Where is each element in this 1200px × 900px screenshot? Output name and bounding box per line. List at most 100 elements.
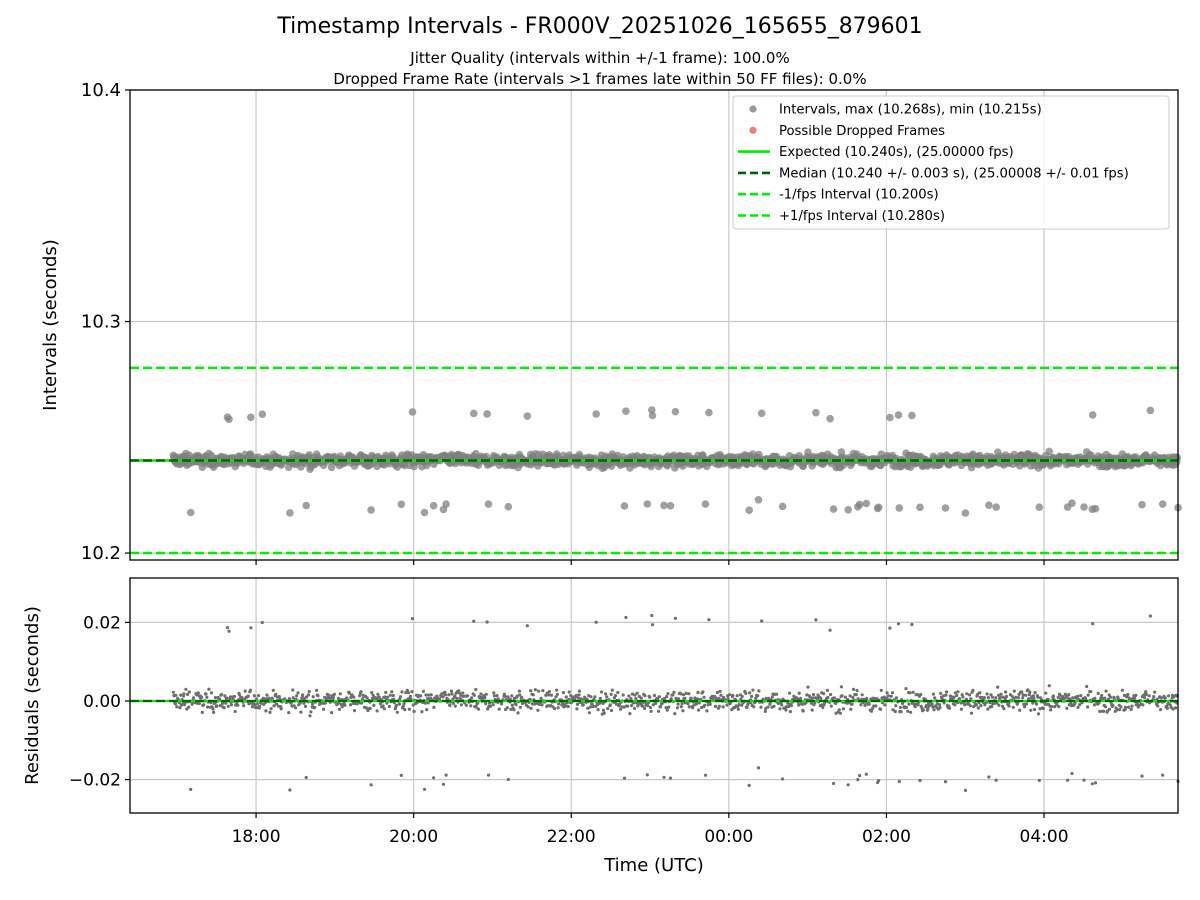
residual-point xyxy=(547,693,551,697)
residual-point xyxy=(495,694,499,698)
residual-point xyxy=(924,703,929,708)
residual-point xyxy=(1056,695,1060,700)
residual-point xyxy=(879,688,883,693)
residual-point xyxy=(211,707,215,711)
interval-point xyxy=(186,508,195,517)
residual-point xyxy=(737,703,741,707)
residual-point xyxy=(953,691,958,695)
residual-point xyxy=(561,691,566,695)
residual-point xyxy=(299,710,303,714)
residual-point xyxy=(311,702,315,706)
residual-point xyxy=(492,691,496,695)
residual-point xyxy=(1007,704,1011,708)
residual-point xyxy=(258,704,262,708)
residual-point xyxy=(1078,703,1082,707)
residual-point xyxy=(997,703,1001,707)
residual-point xyxy=(784,708,788,712)
residual-point xyxy=(968,704,972,708)
residual-point xyxy=(410,690,414,694)
residual-point xyxy=(978,691,982,695)
residual-point xyxy=(398,695,403,699)
interval-point xyxy=(941,504,950,512)
residual-point xyxy=(252,694,256,698)
residual-point xyxy=(365,696,369,700)
residual-point xyxy=(728,693,732,697)
residual-point xyxy=(306,693,311,697)
interval-point xyxy=(429,501,438,510)
residual-point xyxy=(731,693,735,697)
residual-point xyxy=(764,696,768,700)
residual-point xyxy=(764,706,768,711)
residual-point xyxy=(531,693,535,697)
residual-point xyxy=(602,711,606,715)
residual-point xyxy=(624,615,628,620)
residual-point xyxy=(665,695,669,699)
residual-point xyxy=(1129,707,1133,712)
interval-point xyxy=(408,408,417,416)
residual-point xyxy=(399,773,403,778)
residual-point xyxy=(754,696,758,700)
residual-point xyxy=(397,702,401,706)
residual-point xyxy=(269,707,273,711)
residual-point xyxy=(1089,690,1093,694)
residual-point xyxy=(870,709,874,713)
residual-point xyxy=(574,693,578,698)
residual-point xyxy=(1092,703,1096,707)
reference-lines xyxy=(130,366,1178,703)
residual-point xyxy=(1090,782,1094,786)
residual-point xyxy=(879,707,883,711)
residual-point xyxy=(949,695,953,699)
residual-point xyxy=(613,694,618,698)
residual-point xyxy=(961,695,965,699)
residual-point xyxy=(848,694,852,698)
residual-point xyxy=(910,622,914,627)
residual-point xyxy=(921,708,926,712)
residual-point xyxy=(633,693,637,697)
residual-point xyxy=(766,705,770,709)
residual-point xyxy=(296,691,300,695)
residual-point xyxy=(837,708,841,712)
residual-point xyxy=(287,711,291,715)
residual-point xyxy=(408,694,413,699)
residual-point xyxy=(347,691,351,695)
residual-point xyxy=(406,691,411,695)
residual-point xyxy=(982,696,986,700)
residual-point xyxy=(486,707,490,711)
residual-point xyxy=(190,702,194,706)
residual-point xyxy=(412,709,416,714)
interval-point xyxy=(484,500,493,508)
residual-point xyxy=(930,702,934,706)
residual-point xyxy=(849,707,853,711)
residual-point xyxy=(1173,706,1178,710)
residual-point xyxy=(508,697,512,701)
interval-point xyxy=(862,499,871,508)
residual-point xyxy=(479,692,483,696)
residual-point xyxy=(890,691,895,695)
residual-point xyxy=(858,774,862,778)
residual-point xyxy=(990,695,995,699)
interval-point xyxy=(894,411,903,419)
residual-point xyxy=(563,704,568,708)
residual-point xyxy=(703,703,707,707)
y-tick-label: 10.3 xyxy=(81,312,121,333)
residual-point xyxy=(385,701,389,705)
residual-point xyxy=(552,707,557,711)
residual-point xyxy=(270,696,274,700)
residual-point xyxy=(272,704,276,708)
residual-point xyxy=(739,697,743,701)
residual-point xyxy=(883,703,887,707)
residual-point xyxy=(1168,703,1172,707)
residual-point xyxy=(1148,614,1152,618)
interval-point xyxy=(523,412,532,420)
residual-point xyxy=(476,707,481,711)
residual-point xyxy=(1159,696,1163,700)
residual-point xyxy=(705,709,709,713)
residual-point xyxy=(898,705,902,710)
interval-point xyxy=(660,501,668,510)
residual-point xyxy=(1118,708,1122,712)
residual-point xyxy=(187,690,191,694)
residual-point xyxy=(206,705,210,709)
residual-point xyxy=(1021,693,1025,697)
residual-point xyxy=(829,692,833,697)
residual-point xyxy=(889,694,893,698)
